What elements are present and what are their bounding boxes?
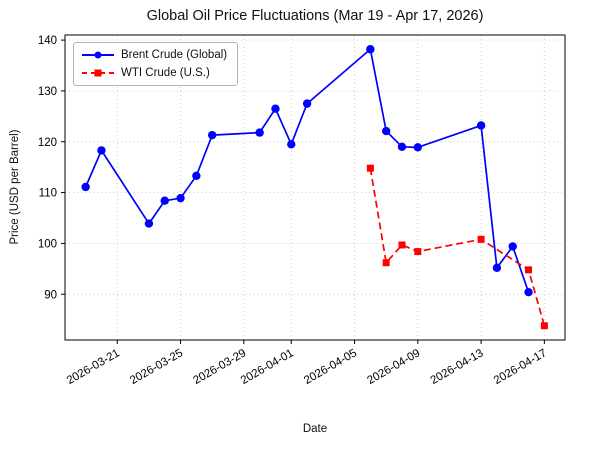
x-tick-label: 2026-04-05 — [302, 347, 359, 387]
data-point-wti — [477, 235, 485, 243]
x-tick-label: 2026-04-01 — [239, 347, 296, 387]
data-point-brent — [144, 219, 154, 228]
data-point-brent — [397, 142, 407, 152]
data-point-brent — [287, 140, 296, 149]
data-point-brent — [366, 45, 375, 54]
legend-label-brent: Brent Crude (Global) — [121, 49, 228, 61]
y-tick-label: 110 — [39, 188, 57, 200]
data-point-brent — [271, 104, 280, 113]
x-tick-label: 2026-03-25 — [128, 347, 185, 387]
y-tick-label: 140 — [38, 35, 57, 47]
x-tick-label: 2026-03-21 — [65, 347, 122, 387]
data-point-brent — [97, 146, 106, 155]
y-tick-label: 120 — [38, 137, 57, 149]
data-point-wti — [382, 259, 390, 267]
x-tick-label: 2026-04-13 — [429, 347, 486, 387]
legend-label-wti: WTI Crude (U.S.) — [121, 67, 210, 79]
y-tick-label: 130 — [38, 86, 57, 98]
y-tick-label: 90 — [44, 289, 57, 301]
data-point-brent — [160, 196, 169, 205]
data-point-brent — [413, 143, 423, 152]
series-line-wti — [369, 168, 546, 326]
data-point-wti — [525, 266, 533, 274]
data-point-brent — [476, 121, 486, 130]
legend-item-wti: WTI Crude (U.S.) — [82, 67, 227, 79]
data-point-wti — [540, 322, 548, 330]
brent-line-marker-icon — [82, 51, 114, 60]
x-tick-label: 2026-04-09 — [365, 347, 422, 387]
data-point-brent — [524, 288, 533, 297]
chart-legend: Brent Crude (Global) WTI Crude (U.S.) — [73, 42, 239, 86]
chart-title: Global Oil Price Fluctuations (Mar 19 - … — [146, 8, 484, 24]
data-point-brent — [192, 171, 201, 181]
y-tick-label: 100 — [38, 238, 57, 250]
data-point-brent — [176, 193, 185, 203]
y-axis-label: Price (USD per Barrel) — [9, 129, 21, 245]
data-point-brent — [381, 126, 391, 136]
wti-line-marker-icon — [82, 69, 114, 78]
x-axis-label: Date — [302, 423, 328, 435]
legend-item-brent: Brent Crude (Global) — [82, 49, 227, 61]
data-point-brent — [207, 130, 217, 140]
data-point-wti — [366, 164, 374, 172]
x-tick-label: 2026-04-17 — [492, 347, 549, 387]
data-point-wti — [414, 248, 422, 256]
data-point-brent — [508, 242, 517, 251]
data-point-brent — [255, 128, 264, 137]
data-point-brent — [302, 99, 312, 108]
x-tick-label: 2026-03-29 — [191, 347, 248, 387]
data-point-brent — [81, 182, 90, 192]
data-point-wti — [398, 241, 406, 249]
data-point-brent — [492, 263, 502, 273]
plot-border — [64, 34, 566, 341]
